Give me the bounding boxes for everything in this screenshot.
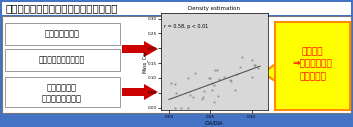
Point	[210, 82, 215, 84]
Point	[168, 82, 174, 84]
Point	[228, 80, 234, 82]
Point	[191, 96, 196, 98]
X-axis label: CIA/DIA: CIA/DIA	[205, 120, 224, 125]
Text: 光が多い: 光が多い	[302, 47, 323, 57]
Point	[232, 89, 238, 91]
Point	[178, 107, 184, 109]
Point	[255, 67, 261, 69]
Text: セラミド＆角層重: セラミド＆角層重	[42, 94, 82, 104]
Point	[186, 107, 191, 109]
Point	[209, 89, 214, 91]
Point	[211, 101, 217, 103]
Point	[215, 95, 221, 97]
Polygon shape	[263, 64, 275, 81]
Point	[216, 78, 222, 80]
Point	[199, 98, 205, 100]
Point	[251, 64, 257, 66]
Text: ⇒肌のセラミド: ⇒肌のセラミド	[293, 60, 333, 68]
Point	[206, 77, 212, 79]
Point	[253, 64, 258, 66]
Point	[227, 79, 233, 81]
Point	[185, 77, 190, 79]
Point	[200, 96, 206, 98]
Point	[214, 69, 220, 72]
Text: r = 0.58, p < 0.01: r = 0.58, p < 0.01	[164, 24, 208, 29]
FancyBboxPatch shape	[5, 23, 120, 45]
FancyBboxPatch shape	[5, 77, 120, 107]
Title: Density estimation: Density estimation	[189, 6, 240, 11]
FancyBboxPatch shape	[5, 49, 120, 71]
Text: 透過明視野顕微鏡画像: 透過明視野顕微鏡画像	[39, 55, 85, 65]
Point	[239, 56, 245, 58]
Point	[234, 73, 240, 75]
Point	[173, 92, 179, 94]
FancyArrow shape	[122, 41, 158, 57]
FancyBboxPatch shape	[275, 22, 350, 110]
Point	[173, 107, 178, 109]
FancyBboxPatch shape	[2, 16, 351, 113]
Point	[172, 83, 178, 85]
Point	[221, 76, 226, 78]
Text: 精密測定した: 精密測定した	[47, 83, 77, 92]
Point	[249, 76, 255, 78]
FancyArrow shape	[122, 84, 158, 100]
Text: 図５：肌のセラミド量推定式の算出方法: 図５：肌のセラミド量推定式の算出方法	[5, 4, 118, 13]
Point	[237, 66, 243, 68]
Y-axis label: Mass_Cer: Mass_Cer	[142, 50, 147, 73]
Point	[211, 84, 216, 86]
Point	[207, 77, 213, 79]
Text: 量が多い！: 量が多い！	[299, 73, 326, 82]
Text: 偏光顕微鏡画像: 偏光顕微鏡画像	[44, 29, 79, 38]
Point	[201, 90, 207, 92]
Point	[249, 59, 255, 61]
FancyBboxPatch shape	[2, 2, 351, 15]
Point	[212, 69, 217, 71]
Point	[192, 72, 198, 74]
Point	[187, 94, 193, 96]
